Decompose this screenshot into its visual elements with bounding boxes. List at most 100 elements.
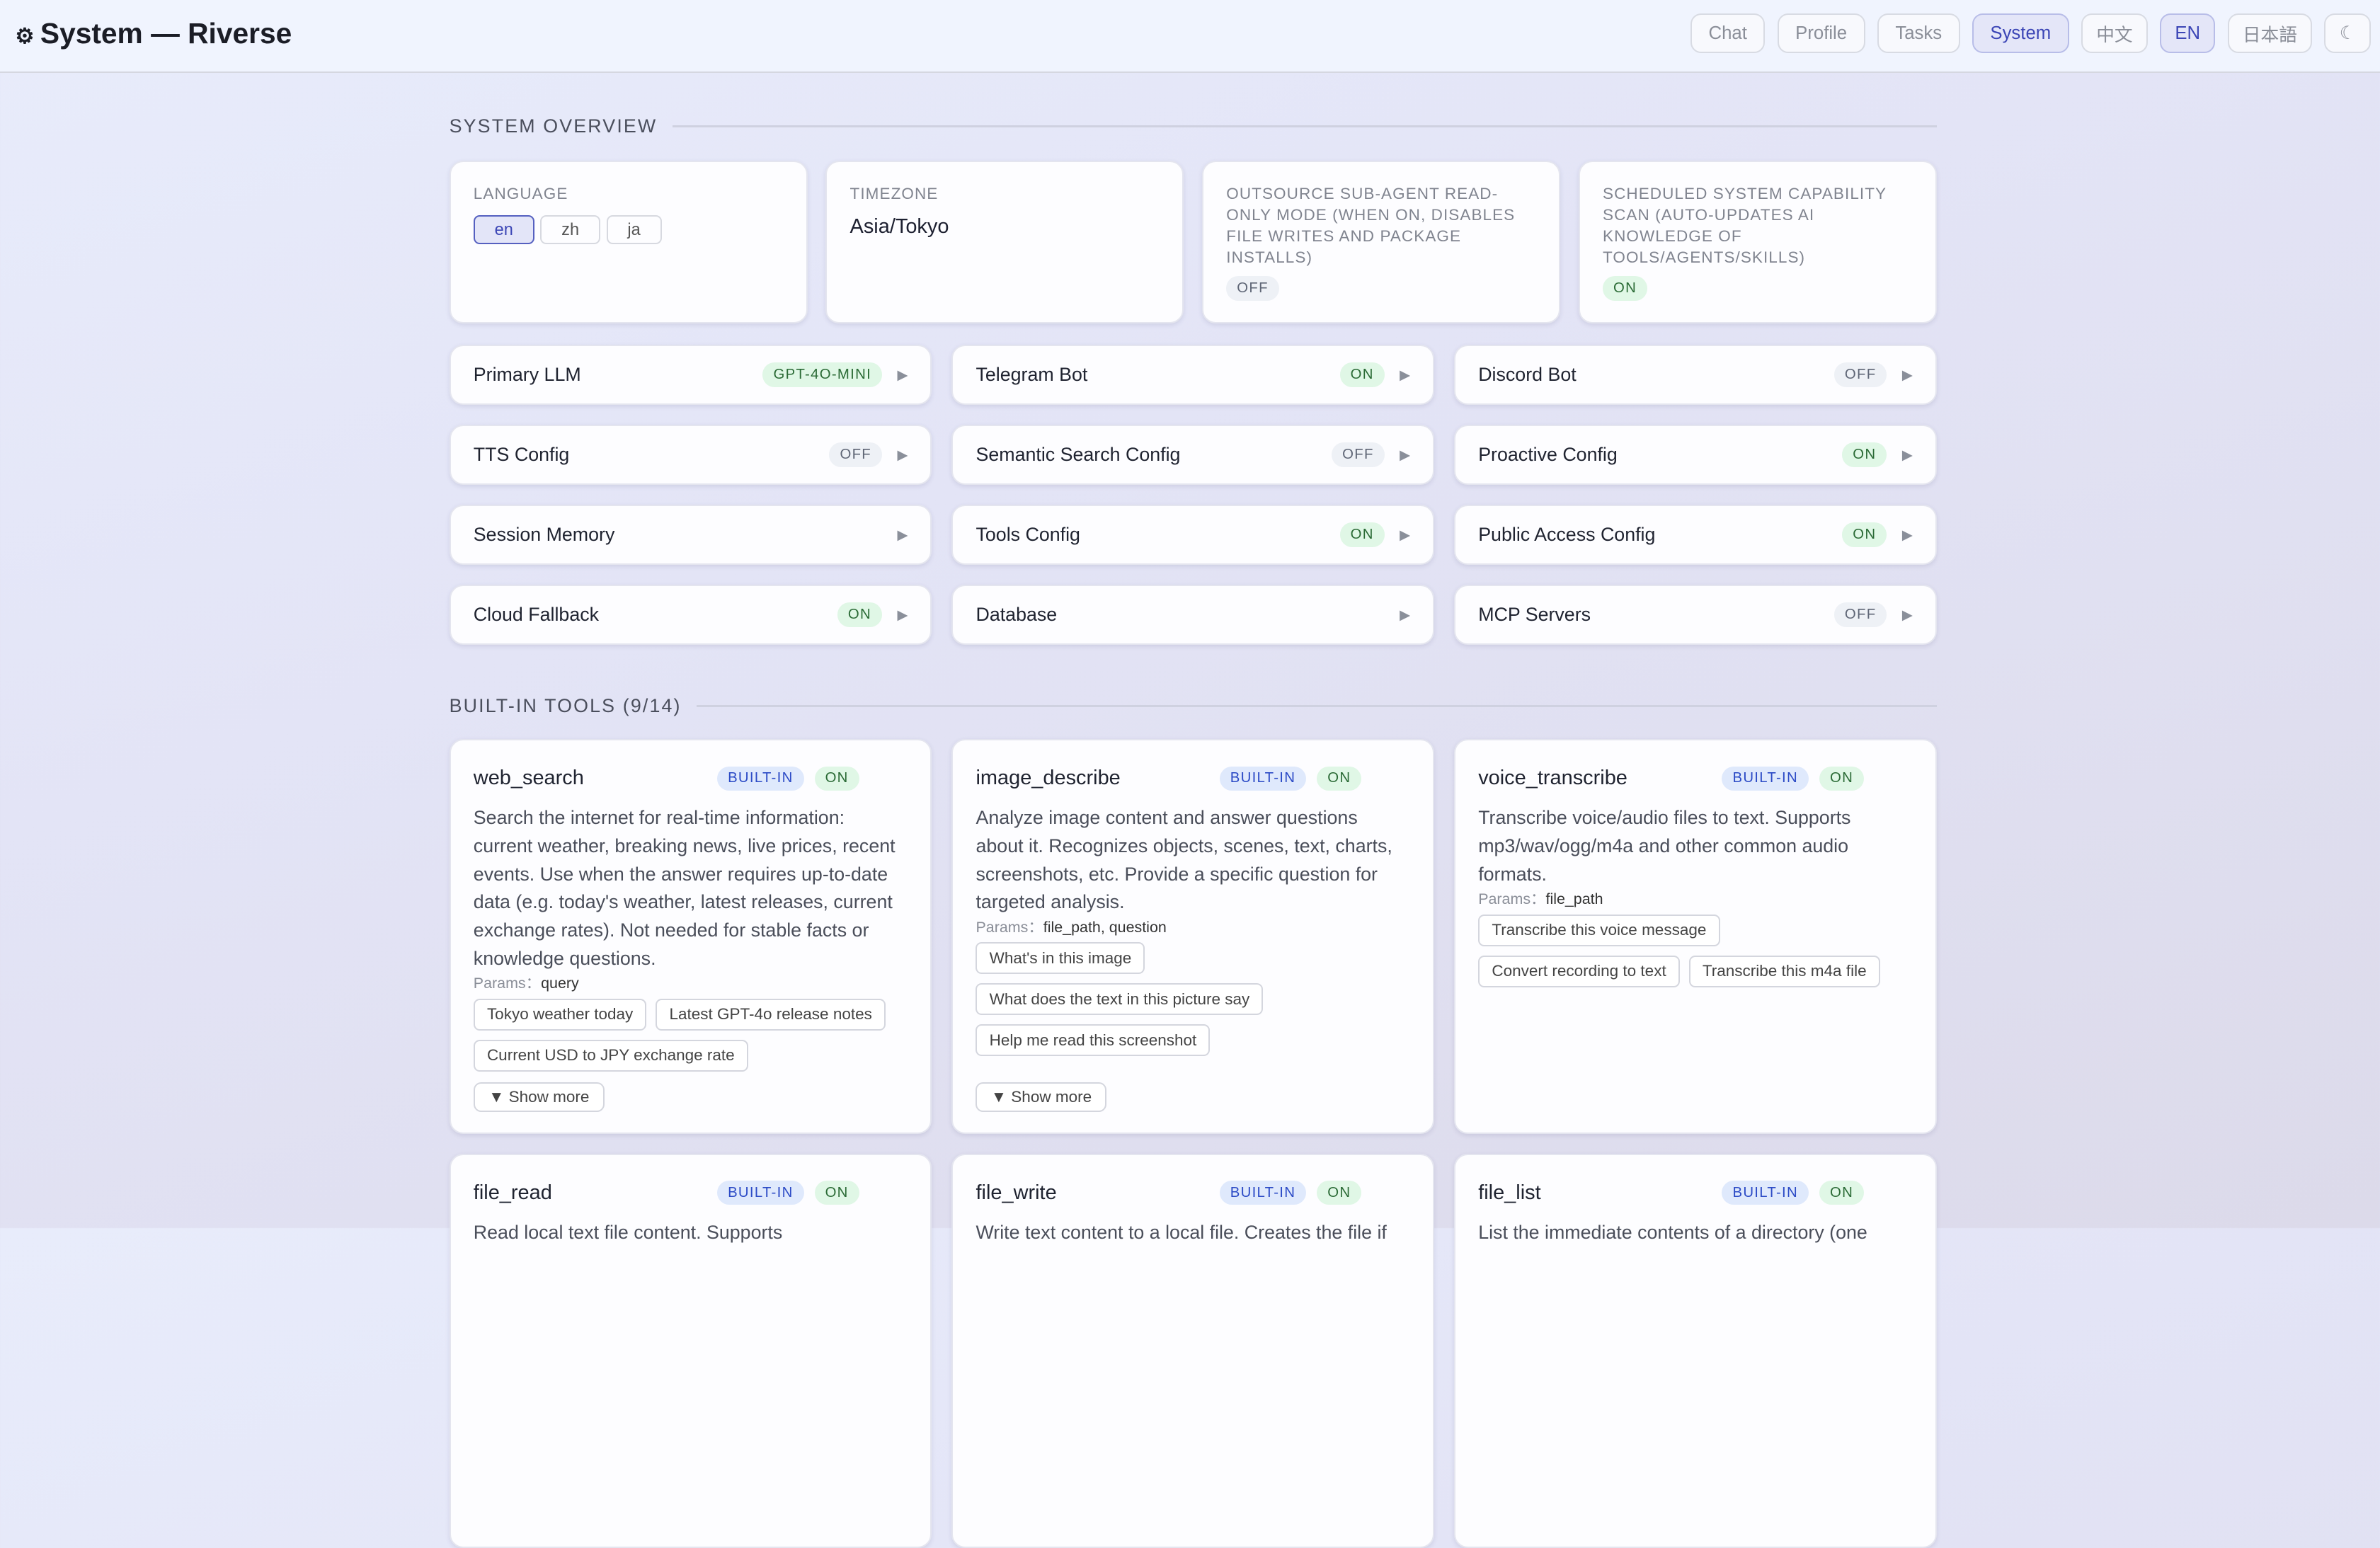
- language-option-en[interactable]: en: [473, 215, 534, 245]
- example-prompt-chip[interactable]: Convert recording to text: [1478, 955, 1680, 987]
- config-row-cloud-fallback[interactable]: Cloud Fallback ON ▶: [449, 584, 932, 646]
- config-row-database[interactable]: Database ▶: [951, 584, 1435, 646]
- tool-status-toggle[interactable]: ON: [1317, 1180, 1362, 1205]
- tool-card-voice_transcribe: voice_transcribe BUILT-IN ON Transcribe …: [1454, 739, 1937, 1134]
- config-name: Telegram Bot: [976, 364, 1088, 386]
- nav-tasks[interactable]: Tasks: [1877, 13, 1960, 54]
- moon-icon: ☾: [2339, 23, 2356, 44]
- config-status-badge: GPT-4O-MINI: [762, 362, 883, 387]
- chevron-right-icon: ▶: [1400, 447, 1410, 463]
- lang-ja[interactable]: 日本語: [2227, 13, 2313, 54]
- config-name: Proactive Config: [1478, 444, 1618, 466]
- tool-status-toggle[interactable]: ON: [1819, 766, 1865, 791]
- chevron-right-icon: ▶: [897, 367, 908, 383]
- tool-description: Analyze image content and answer questio…: [976, 807, 1392, 913]
- tool-card-file_list: file_list BUILT-IN ON List the immediate…: [1454, 1153, 1937, 1548]
- tool-card-file_read: file_read BUILT-IN ON Read local text fi…: [449, 1153, 932, 1548]
- config-row-tools-config[interactable]: Tools Config ON ▶: [951, 504, 1435, 566]
- params-label: Params：: [473, 975, 542, 992]
- tool-status-toggle[interactable]: ON: [1317, 766, 1362, 791]
- config-row-semantic-search-config[interactable]: Semantic Search Config OFF ▶: [951, 424, 1435, 486]
- example-prompts: Transcribe this voice message Convert rec…: [1478, 914, 1913, 987]
- capability-scan-card: SCHEDULED SYSTEM CAPABILITY SCAN (AUTO-U…: [1578, 161, 1937, 323]
- config-row-tts-config[interactable]: TTS Config OFF ▶: [449, 424, 932, 486]
- example-prompts: What's in this image What does the text i…: [976, 942, 1410, 1064]
- chevron-right-icon: ▶: [897, 447, 908, 463]
- config-row-discord-bot[interactable]: Discord Bot OFF ▶: [1454, 344, 1937, 406]
- lang-zh[interactable]: 中文: [2081, 13, 2148, 54]
- timezone-label: TIMEZONE: [849, 185, 939, 203]
- tool-status-toggle[interactable]: ON: [1819, 1180, 1865, 1205]
- outsource-toggle[interactable]: OFF: [1226, 276, 1279, 301]
- built-in-badge: BUILT-IN: [717, 766, 804, 791]
- config-row-primary-llm[interactable]: Primary LLM GPT-4O-MINI ▶: [449, 344, 932, 406]
- top-bar: ⚙ System — Riverse Chat Profile Tasks Sys…: [0, 0, 2380, 73]
- show-more-button[interactable]: ▼ Show more: [473, 1082, 605, 1113]
- built-in-badge: BUILT-IN: [717, 1180, 804, 1205]
- outsource-label: OUTSOURCE SUB-AGENT READ-ONLY MODE (WHEN…: [1226, 185, 1516, 267]
- tool-card-image_describe: image_describe BUILT-IN ON Analyze image…: [951, 739, 1435, 1134]
- nav-system[interactable]: System: [1972, 13, 2069, 54]
- tool-name: file_write: [976, 1181, 1057, 1204]
- params-label: Params：: [1478, 890, 1546, 908]
- tool-status-toggle[interactable]: ON: [814, 1180, 859, 1205]
- params-value: file_path: [1545, 890, 1603, 908]
- scan-toggle[interactable]: ON: [1603, 276, 1648, 301]
- section-system-overview: SYSTEM OVERVIEW: [450, 115, 1937, 137]
- language-option-ja[interactable]: ja: [606, 215, 662, 245]
- config-row-telegram-bot[interactable]: Telegram Bot ON ▶: [951, 344, 1435, 406]
- config-name: Session Memory: [473, 524, 615, 546]
- nav-chat[interactable]: Chat: [1690, 13, 1766, 54]
- config-status-badge: OFF: [1833, 602, 1887, 627]
- example-prompt-chip[interactable]: Tokyo weather today: [473, 998, 647, 1031]
- config-row-mcp-servers[interactable]: MCP Servers OFF ▶: [1454, 584, 1937, 646]
- built-in-badge: BUILT-IN: [1219, 766, 1307, 791]
- config-status-badge: OFF: [1833, 362, 1887, 387]
- nav-profile[interactable]: Profile: [1777, 13, 1865, 54]
- example-prompt-chip[interactable]: Transcribe this voice message: [1478, 914, 1720, 946]
- config-name: Database: [976, 604, 1058, 626]
- params-label: Params：: [976, 918, 1043, 936]
- chevron-right-icon: ▶: [1400, 527, 1410, 543]
- chevron-right-icon: ▶: [1901, 527, 1913, 543]
- top-nav: Chat Profile Tasks System 中文 EN 日本語 ☾: [1690, 13, 2372, 54]
- config-status-badge: ON: [1339, 522, 1385, 547]
- tool-params: Params：file_path, question: [976, 917, 1410, 938]
- example-prompt-chip[interactable]: What does the text in this picture say: [976, 983, 1264, 1016]
- tool-description: List the immediate contents of a directo…: [1478, 1221, 1867, 1243]
- config-status-badge: ON: [1842, 442, 1887, 467]
- params-value: file_path, question: [1043, 918, 1167, 936]
- chevron-right-icon: ▶: [1901, 447, 1913, 463]
- example-prompt-chip[interactable]: Help me read this screenshot: [976, 1024, 1211, 1057]
- tool-name: file_read: [473, 1181, 552, 1204]
- tool-params: Params：file_path: [1478, 888, 1913, 910]
- example-prompt-chip[interactable]: Current USD to JPY exchange rate: [473, 1039, 748, 1072]
- lang-en[interactable]: EN: [2160, 13, 2216, 54]
- example-prompt-chip[interactable]: Latest GPT-4o release notes: [656, 998, 886, 1031]
- config-name: Discord Bot: [1478, 364, 1577, 386]
- chevron-right-icon: ▶: [897, 607, 908, 623]
- tool-name: web_search: [473, 767, 584, 790]
- config-status-badge: ON: [1842, 522, 1887, 547]
- language-option-zh[interactable]: zh: [540, 215, 600, 245]
- language-label: LANGUAGE: [473, 185, 568, 203]
- show-more-button[interactable]: ▼ Show more: [976, 1082, 1107, 1113]
- config-name: MCP Servers: [1478, 604, 1591, 626]
- config-row-public-access-config[interactable]: Public Access Config ON ▶: [1454, 504, 1937, 566]
- config-row-session-memory[interactable]: Session Memory ▶: [449, 504, 932, 566]
- tool-name: file_list: [1478, 1181, 1541, 1204]
- theme-toggle-button[interactable]: ☾: [2324, 13, 2372, 54]
- config-name: Cloud Fallback: [473, 604, 600, 626]
- chevron-right-icon: ▶: [1400, 367, 1410, 383]
- tool-status-toggle[interactable]: ON: [814, 766, 859, 791]
- example-prompt-chip[interactable]: What's in this image: [976, 942, 1145, 975]
- tool-description: Search the internet for real-time inform…: [473, 807, 896, 969]
- language-card: LANGUAGE en zh ja: [449, 161, 808, 323]
- config-name: TTS Config: [473, 444, 570, 466]
- chevron-right-icon: ▶: [1901, 367, 1913, 383]
- config-row-proactive-config[interactable]: Proactive Config ON ▶: [1454, 424, 1937, 486]
- example-prompt-chip[interactable]: Transcribe this m4a file: [1688, 955, 1880, 987]
- page-title: ⚙ System — Riverse: [15, 17, 292, 50]
- chevron-right-icon: ▶: [897, 527, 908, 543]
- config-status-badge: OFF: [829, 442, 883, 467]
